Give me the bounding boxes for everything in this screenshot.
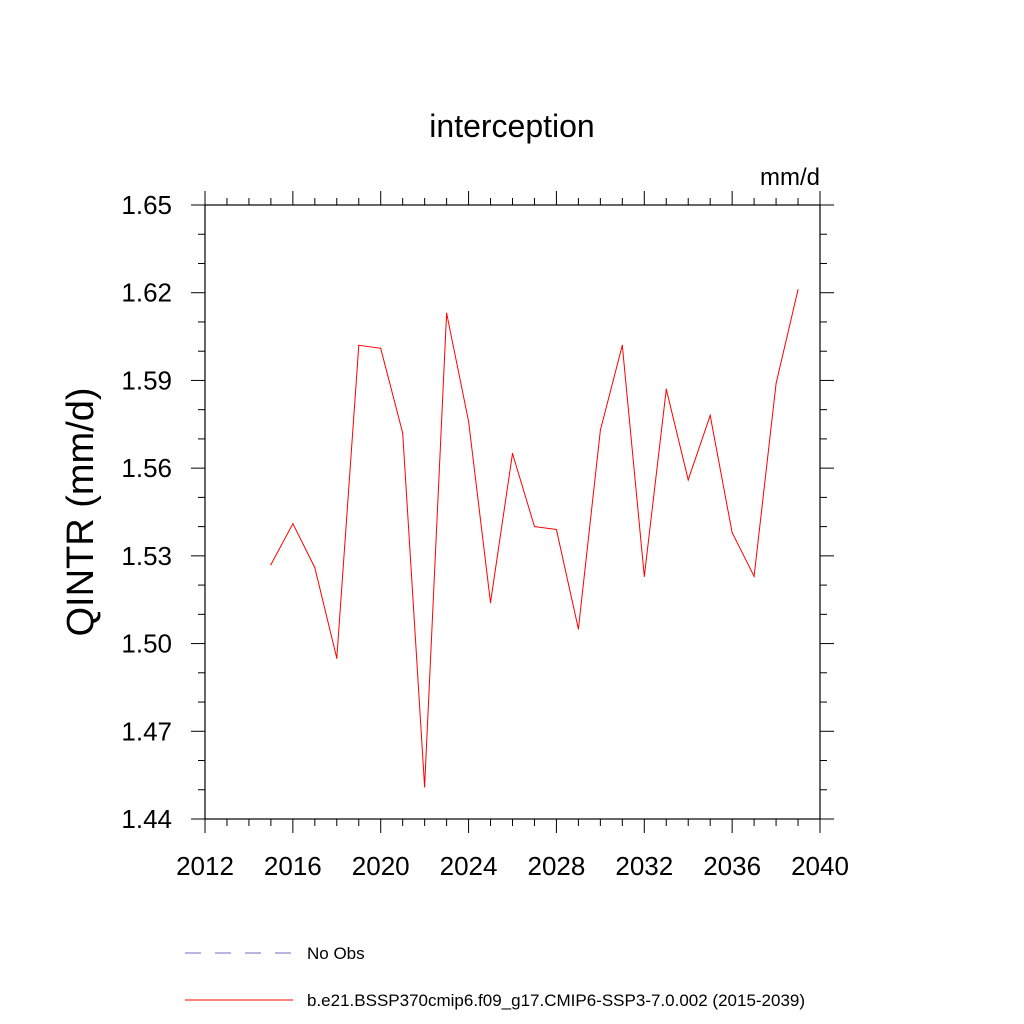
data-point-2028 bbox=[555, 528, 558, 531]
data-point-2016 bbox=[292, 523, 294, 525]
data-point-2015 bbox=[270, 564, 272, 566]
axis-ticks bbox=[191, 191, 834, 833]
series-line-0 bbox=[270, 289, 799, 787]
units-label: mm/d bbox=[760, 164, 820, 191]
data-point-2024 bbox=[467, 420, 470, 422]
y-tick-label: 1.47 bbox=[121, 716, 172, 746]
data-point-2020 bbox=[380, 347, 382, 349]
data-point-2023 bbox=[446, 312, 448, 314]
data-point-2034 bbox=[687, 479, 689, 481]
data-point-2021 bbox=[402, 432, 404, 434]
y-tick-label: 1.56 bbox=[121, 453, 172, 483]
data-point-2031 bbox=[621, 344, 623, 346]
data-point-2025 bbox=[489, 602, 492, 604]
data-point-2019 bbox=[358, 344, 360, 346]
legend-label-no-obs: No Obs bbox=[307, 944, 365, 963]
series-layer bbox=[270, 289, 799, 788]
y-tick-label: 1.50 bbox=[121, 629, 172, 659]
x-tick-label: 2016 bbox=[264, 851, 322, 881]
y-tick-label: 1.59 bbox=[121, 365, 172, 395]
data-point-2027 bbox=[533, 526, 536, 528]
x-tick-label: 2040 bbox=[791, 851, 849, 881]
axis-tick-labels: 2012 2016 2020 2024 2028 2032 2036 2040 1.44 1.47… bbox=[121, 190, 849, 881]
y-tick-label: 1.65 bbox=[121, 190, 172, 220]
y-tick-label: 1.44 bbox=[121, 804, 172, 834]
data-point-2033 bbox=[665, 388, 667, 390]
x-tick-label: 2024 bbox=[440, 851, 498, 881]
data-point-2017 bbox=[314, 566, 316, 569]
data-point-2029 bbox=[577, 628, 579, 630]
data-point-2036 bbox=[731, 531, 733, 534]
legend-label-model-run: b.e21.BSSP370cmip6.f09_g17.CMIP6-SSP3-7.… bbox=[307, 991, 805, 1010]
data-point-2032 bbox=[643, 575, 645, 577]
x-tick-label: 2028 bbox=[528, 851, 586, 881]
x-tick-label: 2020 bbox=[352, 851, 410, 881]
data-point-2030 bbox=[599, 429, 601, 431]
data-point-2035 bbox=[709, 414, 711, 417]
data-point-2026 bbox=[511, 452, 514, 455]
y-axis-label: QINTR (mm/d) bbox=[60, 387, 102, 636]
x-tick-label: 2036 bbox=[703, 851, 761, 881]
data-point-2038 bbox=[775, 382, 777, 384]
legend: No Obs b.e21.BSSP370cmip6.f09_g17.CMIP6-… bbox=[185, 944, 805, 1010]
x-tick-label: 2032 bbox=[615, 851, 673, 881]
plot-frame bbox=[204, 204, 821, 820]
x-tick-label: 2012 bbox=[176, 851, 234, 881]
data-point-2037 bbox=[753, 575, 755, 577]
data-point-2022 bbox=[424, 786, 426, 788]
y-tick-label: 1.62 bbox=[121, 278, 172, 308]
chart-title: interception bbox=[429, 108, 594, 144]
data-point-2018 bbox=[336, 657, 338, 659]
y-tick-label: 1.53 bbox=[121, 541, 172, 571]
data-point-2039 bbox=[797, 289, 799, 291]
